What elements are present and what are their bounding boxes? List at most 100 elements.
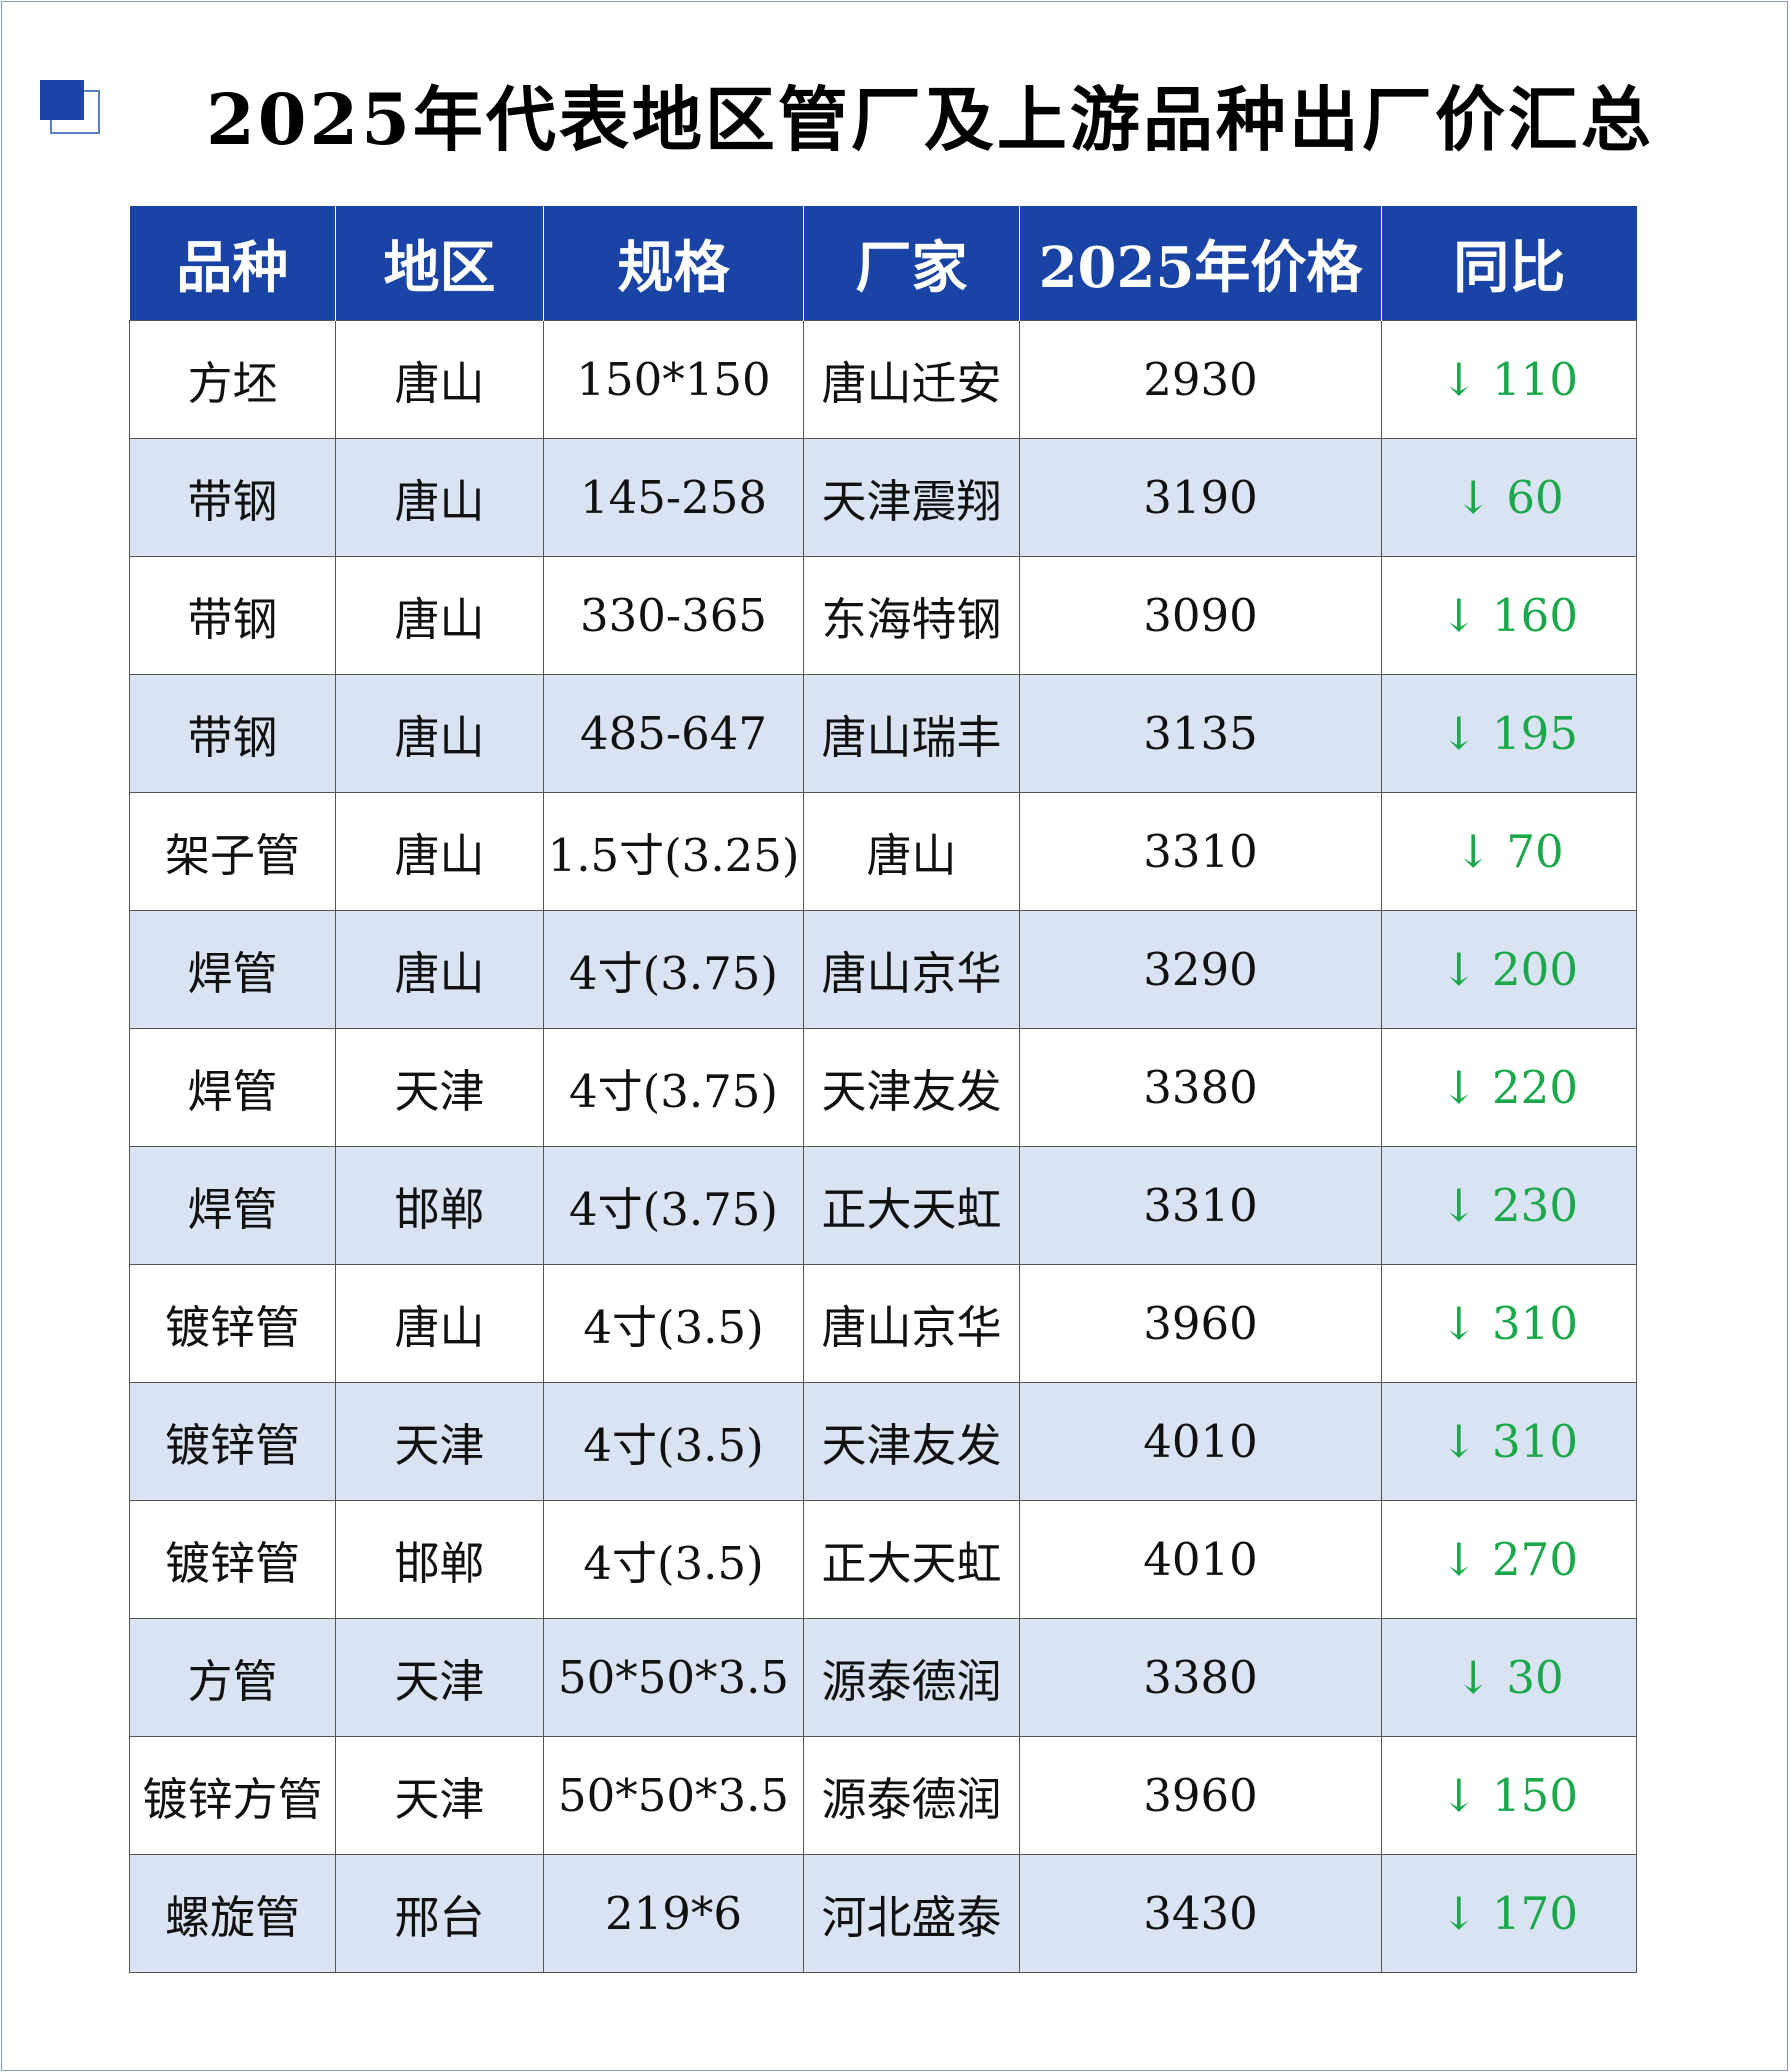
cell-variety: 方坯 [129, 320, 336, 439]
cell-yoy: ↓ 70 [1381, 792, 1637, 911]
table-row: 镀锌管 邯郸 4寸(3.5) 正大天虹 4010 ↓ 270 [129, 1500, 1637, 1619]
cell-region: 唐山 [335, 556, 544, 675]
table-row: 焊管 邯郸 4寸(3.75) 正大天虹 3310 ↓ 230 [129, 1146, 1637, 1265]
cell-region: 邢台 [335, 1854, 544, 1973]
cell-spec: 150*150 [543, 320, 804, 439]
cell-variety: 焊管 [129, 1028, 336, 1147]
cell-manufacturer: 正大天虹 [803, 1500, 1020, 1619]
cell-price: 4010 [1019, 1500, 1382, 1619]
table-row: 带钢 唐山 145-258 天津震翔 3190 ↓ 60 [129, 438, 1637, 557]
cell-price: 3380 [1019, 1618, 1382, 1737]
table-row: 焊管 天津 4寸(3.75) 天津友发 3380 ↓ 220 [129, 1028, 1637, 1147]
cell-region: 邯郸 [335, 1146, 544, 1265]
table-row: 带钢 唐山 485-647 唐山瑞丰 3135 ↓ 195 [129, 674, 1637, 793]
table-row: 方坯 唐山 150*150 唐山迁安 2930 ↓ 110 [129, 320, 1637, 439]
cell-spec: 4寸(3.75) [543, 910, 804, 1029]
cell-yoy: ↓ 60 [1381, 438, 1637, 557]
cell-manufacturer: 唐山 [803, 792, 1020, 911]
cell-variety: 焊管 [129, 910, 336, 1029]
header-price-2025: 2025年价格 [1019, 206, 1382, 321]
cell-manufacturer: 东海特钢 [803, 556, 1020, 675]
cell-variety: 螺旋管 [129, 1854, 336, 1973]
cell-region: 唐山 [335, 674, 544, 793]
cell-price: 3380 [1019, 1028, 1382, 1147]
cell-price: 2930 [1019, 320, 1382, 439]
cell-region: 唐山 [335, 1264, 544, 1383]
table-row: 方管 天津 50*50*3.5 源泰德润 3380 ↓ 30 [129, 1618, 1637, 1737]
cell-price: 3135 [1019, 674, 1382, 793]
cell-price: 3960 [1019, 1736, 1382, 1855]
table-row: 镀锌管 天津 4寸(3.5) 天津友发 4010 ↓ 310 [129, 1382, 1637, 1501]
header-manufacturer: 厂家 [803, 206, 1020, 321]
table-header-row: 品种 地区 规格 厂家 2025年价格 同比 [129, 206, 1637, 321]
cell-region: 唐山 [335, 320, 544, 439]
cell-price: 3310 [1019, 792, 1382, 911]
cell-manufacturer: 源泰德润 [803, 1736, 1020, 1855]
cell-price: 3190 [1019, 438, 1382, 557]
cell-region: 唐山 [335, 792, 544, 911]
cell-manufacturer: 唐山瑞丰 [803, 674, 1020, 793]
cell-spec: 145-258 [543, 438, 804, 557]
header-region: 地区 [335, 206, 544, 321]
table-row: 架子管 唐山 1.5寸(3.25) 唐山 3310 ↓ 70 [129, 792, 1637, 911]
cell-price: 3960 [1019, 1264, 1382, 1383]
cell-yoy: ↓ 110 [1381, 320, 1637, 439]
cell-yoy: ↓ 310 [1381, 1382, 1637, 1501]
cell-manufacturer: 河北盛泰 [803, 1854, 1020, 1973]
cell-region: 唐山 [335, 910, 544, 1029]
cell-region: 天津 [335, 1028, 544, 1147]
cell-variety: 镀锌管 [129, 1264, 336, 1383]
cell-manufacturer: 源泰德润 [803, 1618, 1020, 1737]
cell-yoy: ↓ 30 [1381, 1618, 1637, 1737]
header-spec: 规格 [543, 206, 804, 321]
cell-spec: 50*50*3.5 [543, 1618, 804, 1737]
cell-variety: 镀锌管 [129, 1382, 336, 1501]
cell-variety: 镀锌方管 [129, 1736, 336, 1855]
cell-yoy: ↓ 195 [1381, 674, 1637, 793]
cell-variety: 焊管 [129, 1146, 336, 1265]
cell-price: 3430 [1019, 1854, 1382, 1973]
cell-yoy: ↓ 220 [1381, 1028, 1637, 1147]
cell-spec: 50*50*3.5 [543, 1736, 804, 1855]
header-yoy: 同比 [1381, 206, 1637, 321]
cell-variety: 带钢 [129, 556, 336, 675]
cell-variety: 架子管 [129, 792, 336, 911]
table-row: 螺旋管 邢台 219*6 河北盛泰 3430 ↓ 170 [129, 1854, 1637, 1973]
cell-yoy: ↓ 200 [1381, 910, 1637, 1029]
page-title: 2025年代表地区管厂及上游品种出厂价汇总 [206, 78, 1654, 161]
cell-spec: 1.5寸(3.25) [543, 792, 804, 911]
cell-manufacturer: 唐山京华 [803, 910, 1020, 1029]
cell-spec: 330-365 [543, 556, 804, 675]
cell-region: 唐山 [335, 438, 544, 557]
logo-icon [40, 80, 100, 134]
cell-spec: 4寸(3.75) [543, 1146, 804, 1265]
table-row: 镀锌方管 天津 50*50*3.5 源泰德润 3960 ↓ 150 [129, 1736, 1637, 1855]
cell-price: 3310 [1019, 1146, 1382, 1265]
cell-spec: 4寸(3.5) [543, 1382, 804, 1501]
cell-manufacturer: 唐山京华 [803, 1264, 1020, 1383]
cell-yoy: ↓ 270 [1381, 1500, 1637, 1619]
cell-manufacturer: 正大天虹 [803, 1146, 1020, 1265]
header-variety: 品种 [129, 206, 336, 321]
cell-manufacturer: 天津友发 [803, 1382, 1020, 1501]
cell-variety: 带钢 [129, 438, 336, 557]
cell-variety: 镀锌管 [129, 1500, 336, 1619]
cell-price: 3290 [1019, 910, 1382, 1029]
cell-manufacturer: 天津友发 [803, 1028, 1020, 1147]
table-row: 镀锌管 唐山 4寸(3.5) 唐山京华 3960 ↓ 310 [129, 1264, 1637, 1383]
cell-yoy: ↓ 150 [1381, 1736, 1637, 1855]
cell-region: 邯郸 [335, 1500, 544, 1619]
cell-yoy: ↓ 310 [1381, 1264, 1637, 1383]
cell-manufacturer: 天津震翔 [803, 438, 1020, 557]
table-row: 带钢 唐山 330-365 东海特钢 3090 ↓ 160 [129, 556, 1637, 675]
cell-region: 天津 [335, 1618, 544, 1737]
table-row: 焊管 唐山 4寸(3.75) 唐山京华 3290 ↓ 200 [129, 910, 1637, 1029]
cell-region: 天津 [335, 1382, 544, 1501]
price-table: 品种 地区 规格 厂家 2025年价格 同比 方坯 唐山 150*150 唐山迁安 29… [129, 206, 1637, 1973]
cell-spec: 219*6 [543, 1854, 804, 1973]
cell-region: 天津 [335, 1736, 544, 1855]
cell-spec: 4寸(3.75) [543, 1028, 804, 1147]
cell-manufacturer: 唐山迁安 [803, 320, 1020, 439]
cell-variety: 带钢 [129, 674, 336, 793]
